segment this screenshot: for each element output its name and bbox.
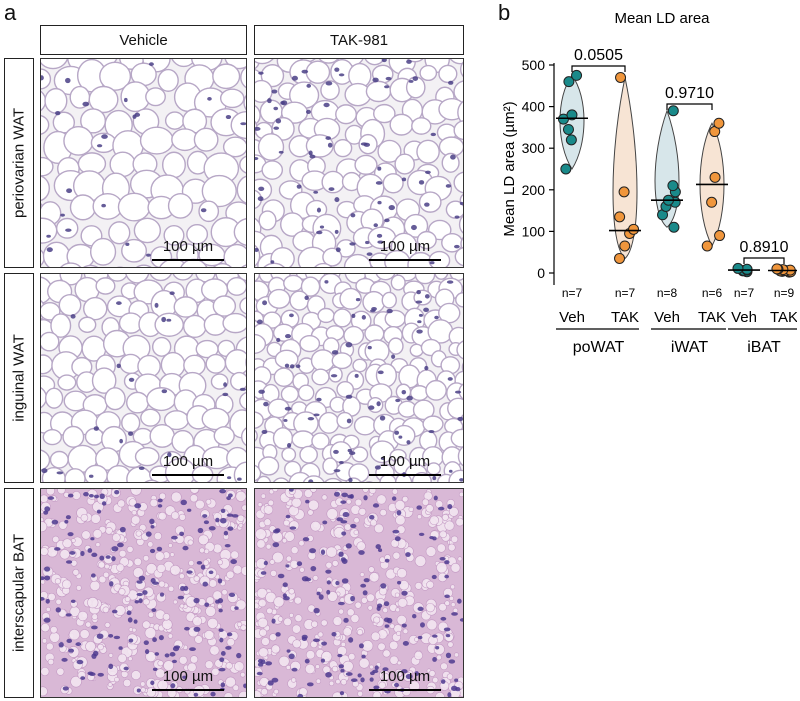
panel-a-letter: a: [4, 0, 17, 25]
group-label-poWAT: poWAT: [573, 339, 625, 356]
n-label: n=6: [702, 286, 723, 300]
significance-bracket: [666, 103, 713, 110]
data-point: [565, 134, 577, 146]
significance-bracket: [743, 257, 785, 264]
data-point: [628, 223, 640, 235]
n-label: n=9: [774, 286, 795, 300]
data-point: [619, 240, 631, 252]
n-label: n=7: [734, 286, 755, 300]
n-label: n=7: [562, 286, 583, 300]
n-label: n=7: [615, 286, 636, 300]
data-point: [771, 263, 783, 275]
data-point: [563, 76, 575, 88]
micrograph-interscapular-vehicle: 100 µm: [40, 488, 247, 698]
micrograph-inguinal-vehicle: 100 µm: [40, 273, 247, 483]
data-point: [667, 180, 679, 192]
data-point: [560, 163, 572, 175]
violin-poWAT-Veh: [559, 74, 585, 170]
data-point: [732, 262, 744, 274]
p-value-label: 0.0505: [574, 47, 623, 64]
adipocyte-texture: [41, 274, 246, 482]
row-header-interscapular: interscapular BAT: [4, 488, 34, 698]
bat-texture: [41, 489, 246, 697]
series-label: TAK: [770, 309, 797, 326]
chart-title: Mean LD area: [614, 10, 710, 27]
micrograph-inguinal-tak981: 100 µm: [254, 273, 464, 483]
y-tick-label: 200: [522, 182, 546, 198]
y-tick-label: 0: [537, 265, 545, 281]
group-label-iBAT: iBAT: [747, 339, 781, 356]
y-tick-label: 100: [522, 223, 546, 239]
data-point: [741, 263, 753, 275]
y-tick-label: 400: [522, 99, 546, 115]
micrograph-periovarian-tak981: 100 µm: [254, 58, 464, 268]
mean-ld-area-chart: Mean LD area Mean LD area (µm²) 0 100 200 300…: [501, 10, 797, 356]
series-label: Veh: [559, 309, 585, 326]
adipocyte-texture: [255, 274, 463, 482]
data-point: [668, 221, 680, 233]
adipocyte-texture: [41, 59, 246, 267]
y-tick-label: 500: [522, 57, 546, 73]
row-header-inguinal: inguinal WAT: [4, 273, 34, 483]
y-axis-label: Mean LD area (µm²): [501, 101, 518, 236]
data-point: [701, 240, 713, 252]
n-label: n=8: [657, 286, 678, 300]
data-point: [713, 117, 725, 129]
series-label: Veh: [731, 309, 757, 326]
data-point: [571, 69, 583, 81]
significance-bracket: [571, 65, 626, 72]
data-point: [614, 252, 626, 264]
series-label: TAK: [698, 309, 726, 326]
data-point: [562, 123, 574, 135]
data-point: [706, 196, 718, 208]
data-point: [566, 109, 578, 121]
series-label: Veh: [654, 309, 680, 326]
bat-texture: [255, 489, 463, 697]
p-value-label: 0.9710: [665, 85, 714, 102]
column-header-vehicle: Vehicle: [40, 25, 247, 55]
panel-b-letter: b: [498, 0, 511, 25]
adipocyte-texture: [255, 59, 463, 267]
micrograph-periovarian-vehicle: 100 µm: [40, 58, 247, 268]
series-label: TAK: [611, 309, 639, 326]
row-header-periovarian: periovarian WAT: [4, 58, 34, 268]
data-point: [667, 105, 679, 117]
data-point: [614, 211, 626, 223]
micrograph-interscapular-tak981: 100 µm: [254, 488, 464, 698]
data-point: [709, 171, 721, 183]
data-point: [714, 230, 726, 242]
group-label-iWAT: iWAT: [671, 339, 709, 356]
y-tick-label: 300: [522, 140, 546, 156]
data-point: [615, 71, 627, 83]
p-value-label: 0.8910: [740, 239, 789, 256]
column-header-tak981: TAK-981: [254, 25, 464, 55]
data-point: [618, 186, 630, 198]
